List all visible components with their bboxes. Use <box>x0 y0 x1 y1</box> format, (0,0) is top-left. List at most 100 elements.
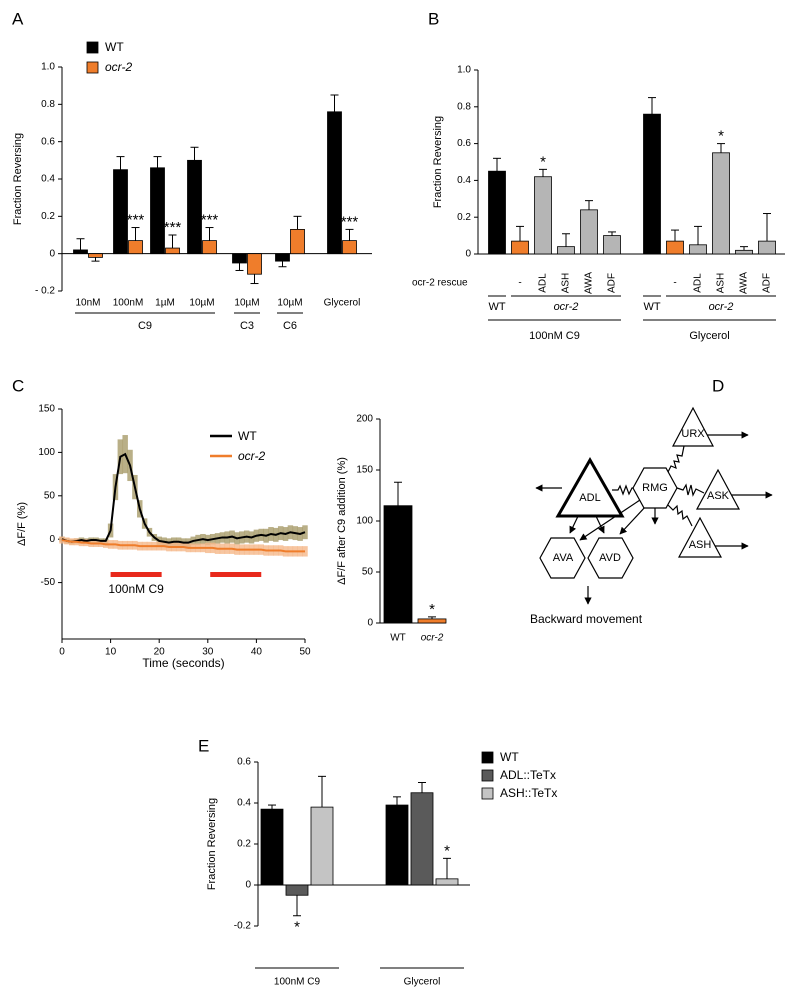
legend-swatch <box>86 61 99 74</box>
y-tick-label: 0.2 <box>41 211 55 222</box>
group-label: WT <box>643 301 660 313</box>
y-axis-label: Fraction Reversing <box>206 798 218 890</box>
bar <box>165 247 180 255</box>
y-tick-label: 0 <box>49 534 55 545</box>
panel-label: C <box>12 376 24 395</box>
x-tick-label: Glycerol <box>324 298 361 309</box>
bar <box>735 249 753 255</box>
bar <box>187 159 202 255</box>
bar <box>689 244 707 255</box>
bar <box>113 169 128 255</box>
legend-label: ADL::TeTx <box>500 768 556 782</box>
bar <box>310 806 334 886</box>
bar <box>435 878 459 886</box>
x-tick-label: ADL <box>538 273 549 293</box>
edge <box>619 505 647 535</box>
stimulus-bar <box>210 572 262 577</box>
group-label: 100nM C9 <box>529 330 580 342</box>
bar <box>712 152 730 255</box>
x-tick-label: 10µM <box>234 298 259 309</box>
node-label: AVD <box>599 552 621 564</box>
x-tick-label: ocr-2 <box>421 633 444 644</box>
x-tick-label: AWA <box>584 272 595 294</box>
y-tick-label: 150 <box>356 465 373 476</box>
x-tick-label: 0 <box>59 647 65 658</box>
bar <box>410 792 434 886</box>
node-label: ASH <box>689 539 712 551</box>
y-tick-label: 200 <box>356 414 373 425</box>
y-axis-label: ΔF/F (%) <box>16 502 28 546</box>
bar <box>417 618 447 624</box>
x-tick-label: ASH <box>561 273 572 294</box>
neuron <box>632 467 678 509</box>
bar <box>285 884 309 896</box>
y-tick-label: 50 <box>44 490 56 501</box>
x-tick-label: 30 <box>202 647 214 658</box>
legend-swatch <box>481 769 494 782</box>
y-axis-label: Fraction Reversing <box>12 133 24 225</box>
x-tick-label: ADL <box>693 273 704 293</box>
y-tick-label: 0 <box>49 248 55 259</box>
series-line <box>61 452 306 544</box>
bar <box>758 240 776 255</box>
panel-label: D <box>712 376 724 395</box>
neuron <box>555 456 625 518</box>
bar <box>232 253 247 264</box>
bar <box>260 808 284 886</box>
stimulus-bar <box>110 572 162 577</box>
output-label: Backward movement <box>530 612 643 626</box>
edge <box>579 499 641 541</box>
gap-junction <box>667 445 685 473</box>
x-tick-label: 50 <box>299 647 311 658</box>
y-tick-label: 0.4 <box>237 798 251 809</box>
significance: * <box>429 601 435 618</box>
neuron <box>695 468 741 510</box>
y-tick-label: 0 <box>465 249 471 260</box>
legend-label: ASH::TeTx <box>500 786 557 800</box>
legend-swatch <box>481 751 494 764</box>
significance: *** <box>201 212 219 229</box>
node-label: URX <box>681 428 705 440</box>
y-tick-label: 1.0 <box>457 65 471 76</box>
y-tick-label: 150 <box>38 404 55 415</box>
y-tick-label: -50 <box>41 577 56 588</box>
bar <box>290 228 305 255</box>
neuron <box>539 537 586 579</box>
bar <box>557 246 575 255</box>
y-tick-label: 0 <box>367 618 373 629</box>
significance: * <box>540 153 546 170</box>
x-tick-label: - <box>518 278 521 289</box>
bar <box>643 113 661 255</box>
x-tick-label: AWA <box>739 272 750 294</box>
significance: *** <box>341 213 359 230</box>
x-tick-label: ADF <box>762 273 773 293</box>
x-tick-label: 10 <box>105 647 117 658</box>
neuron <box>677 516 723 558</box>
bar <box>73 249 88 255</box>
node-label: ADL <box>579 492 600 504</box>
y-tick-label: 0.6 <box>41 136 55 147</box>
bar <box>128 240 143 255</box>
y-tick-label: -0.2 <box>234 921 252 932</box>
legend-label: ocr-2 <box>105 60 132 74</box>
group-label: WT <box>488 301 505 313</box>
group-label: ocr-2 <box>709 301 734 313</box>
x-tick-label: 100nM <box>113 298 144 309</box>
bar <box>275 253 290 262</box>
y-tick-label: 1.0 <box>41 62 55 73</box>
x-tick-label: ASH <box>716 273 727 294</box>
y-tick-label: 100 <box>356 516 373 527</box>
row-label: ocr-2 rescue <box>412 278 468 289</box>
group-label: C3 <box>240 320 254 332</box>
legend-swatch <box>481 787 494 800</box>
significance: *** <box>127 212 145 229</box>
y-tick-label: 50 <box>362 567 374 578</box>
bar <box>511 240 529 255</box>
diagram: D ADL RMG URX ASK ASH AVA AVD Backward m… <box>530 376 773 626</box>
y-axis-label: Fraction Reversing <box>432 116 444 208</box>
bar <box>247 253 262 275</box>
y-tick-label: 0.8 <box>457 101 471 112</box>
legend-label: WT <box>238 429 257 443</box>
bar <box>580 209 598 255</box>
y-tick-label: 0.2 <box>457 212 471 223</box>
